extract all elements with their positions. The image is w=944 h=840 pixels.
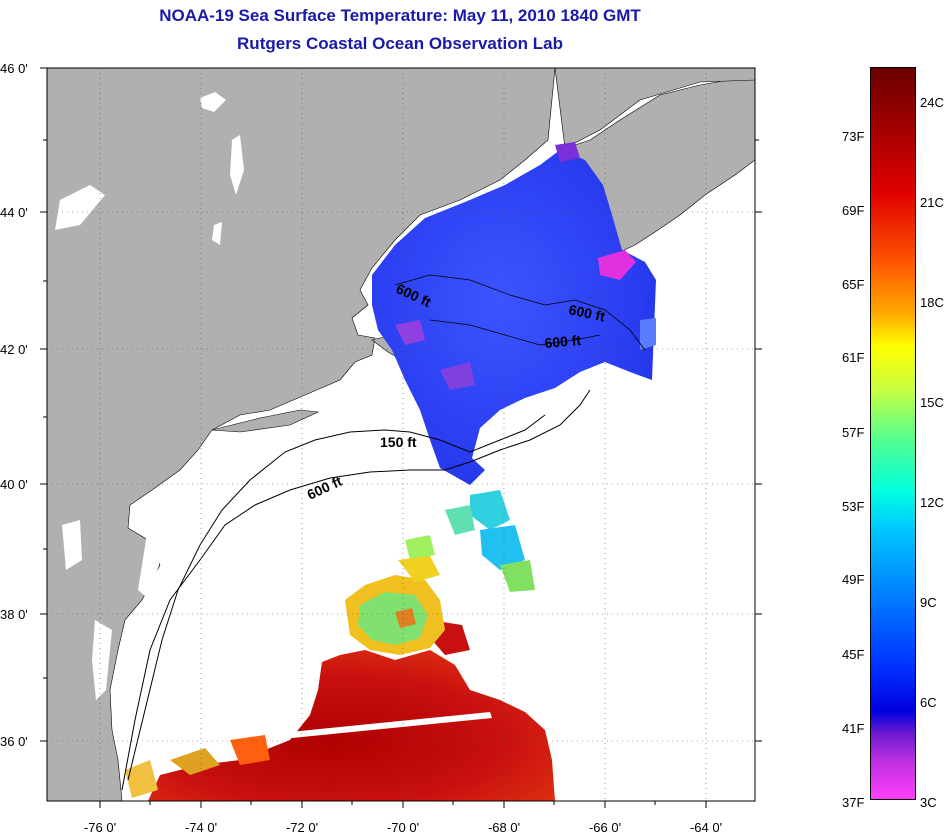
- map-title: NOAA-19 Sea Surface Temperature: May 11,…: [159, 6, 641, 25]
- colorbar-f-label: 37F: [842, 795, 865, 810]
- colorbar-c-label: 9C: [920, 595, 937, 610]
- sst-warm-patch: [230, 735, 270, 765]
- colorbar-f-label: 69F: [842, 203, 865, 218]
- sst-cold-patch: [598, 250, 636, 280]
- lon-label: -76 0': [84, 820, 116, 835]
- land-long-island: [211, 409, 320, 433]
- lon-label: -66 0': [589, 820, 621, 835]
- contour-label: 600 ft: [544, 332, 582, 351]
- sst-cold-patch: [440, 362, 475, 390]
- map-frame: [46, 67, 756, 802]
- sst-cold-patch: [395, 320, 425, 345]
- bay: [92, 620, 112, 700]
- lake: [200, 92, 226, 112]
- lat-label: 40 0': [0, 477, 28, 492]
- sst-eddy-inner: [358, 592, 428, 645]
- lon-label: -68 0': [488, 820, 520, 835]
- colorbar-c-label: 18C: [920, 295, 944, 310]
- land-mainland: [47, 68, 556, 801]
- lon-label: -74 0': [185, 820, 217, 835]
- sst-transition-patch: [405, 535, 435, 560]
- colorbar-f-label: 45F: [842, 647, 865, 662]
- lat-label: 38 0': [0, 607, 28, 622]
- gridlines: [47, 68, 755, 801]
- contour-150ft-shelf: [127, 414, 546, 781]
- lat-label: 36 0': [0, 734, 28, 749]
- lon-label: -72 0': [286, 820, 318, 835]
- sst-cold-patch: [555, 142, 580, 162]
- lat-ticks: [40, 67, 762, 742]
- lon-ticks: [99, 801, 707, 808]
- sst-transition-patch: [470, 490, 510, 530]
- colorbar-f-label: 65F: [842, 277, 865, 292]
- contour-600ft-gom: [394, 274, 646, 351]
- contour-label: 150 ft: [380, 434, 417, 450]
- sst-eddy-core: [395, 608, 416, 628]
- colorbar-f-label: 41F: [842, 721, 865, 736]
- lat-label: 42 0': [0, 342, 28, 357]
- swath-gap: [290, 712, 492, 738]
- colorbar-f-label: 49F: [842, 572, 865, 587]
- sst-warm-patch: [170, 748, 220, 775]
- bay: [62, 520, 82, 570]
- lat-label: 44 0': [0, 205, 28, 220]
- colorbar-c-label: 24C: [920, 95, 944, 110]
- map-subtitle: Rutgers Coastal Ocean Observation Lab: [237, 34, 563, 53]
- sst-cold-patch: [640, 318, 656, 350]
- lon-label: -64 0': [690, 820, 722, 835]
- lon-label: -70 0': [387, 820, 419, 835]
- colorbar-c-label: 6C: [920, 695, 937, 710]
- contour-600ft-gom-south: [429, 319, 601, 346]
- colorbar-c-label: 15C: [920, 395, 944, 410]
- sst-transition-patch: [480, 525, 525, 570]
- sst-transition-patch: [445, 505, 475, 535]
- sst-cold-gulf-of-maine: [372, 150, 656, 485]
- colorbar-f-label: 73F: [842, 129, 865, 144]
- lake: [230, 135, 244, 195]
- colorbar-f-label: 57F: [842, 425, 865, 440]
- contour-600ft-shelf: [121, 389, 591, 791]
- sst-transition-patch: [500, 560, 535, 592]
- sst-warm-patch: [398, 556, 440, 582]
- lake: [212, 222, 222, 245]
- bay: [138, 498, 168, 600]
- colorbar-c-label: 21C: [920, 195, 944, 210]
- lat-label: 46 0': [0, 61, 28, 76]
- colorbar-c-label: 3C: [920, 795, 937, 810]
- sst-warm-patch: [125, 760, 158, 798]
- colorbar-f-label: 61F: [842, 350, 865, 365]
- contour-label: 600 ft: [567, 301, 606, 324]
- temperature-colorbar: [870, 67, 916, 800]
- colorbar-c-label: 12C: [920, 495, 944, 510]
- colorbar-f-label: 53F: [842, 499, 865, 514]
- lake: [55, 185, 105, 230]
